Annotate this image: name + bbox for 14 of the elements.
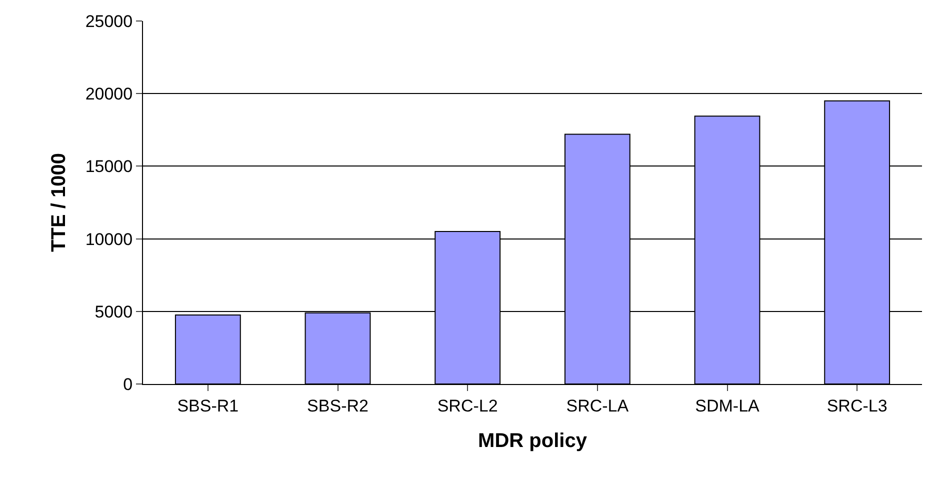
y-tick-label: 10000 <box>85 230 133 249</box>
x-tick-label: SBS-R2 <box>307 396 368 416</box>
y-tick-label: 15000 <box>85 157 133 176</box>
x-tick-label: SRC-L3 <box>826 396 888 416</box>
y-tick-label: 25000 <box>85 12 133 31</box>
y-tick-label: 0 <box>123 374 133 394</box>
x-tick-label: SBS-R1 <box>177 396 239 416</box>
x-tick-label: SRC-L2 <box>437 396 498 416</box>
y-tick-label: 5000 <box>94 302 133 322</box>
y-axis-title: TTE / 1000 <box>48 153 70 252</box>
x-tick-label: SRC-LA <box>566 396 630 416</box>
x-axis-title: MDR policy <box>478 430 588 452</box>
x-tick-label: SDM-LA <box>695 396 760 416</box>
y-tick-label: 20000 <box>85 84 133 104</box>
